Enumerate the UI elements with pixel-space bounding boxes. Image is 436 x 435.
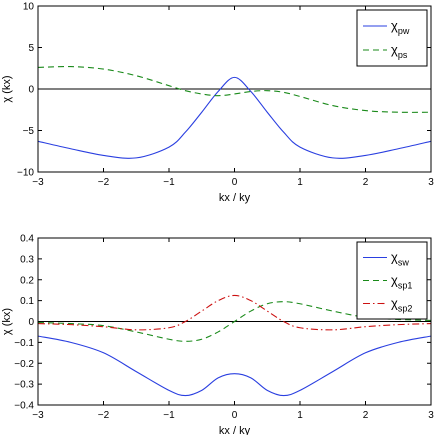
legend-label-sp2: χsp2 [391, 296, 412, 314]
x-tick-label: 1 [297, 177, 303, 188]
legend-label-subscript: sw [398, 258, 410, 268]
y-tick-label: 0 [28, 85, 34, 96]
legend-label-symbol: χ [391, 42, 398, 57]
legend-label-subscript: sp1 [398, 281, 413, 291]
x-tick-label: 3 [428, 410, 434, 421]
legend-label-sw: χsw [391, 250, 409, 268]
y-tick-label: 0.4 [20, 234, 34, 245]
x-axis-label: kx / ky [219, 425, 251, 435]
x-tick-label: 2 [363, 177, 369, 188]
y-tick-label: −5 [23, 126, 35, 137]
y-axis-label: χ (kx) [1, 75, 13, 102]
y-tick-label: 5 [28, 43, 34, 54]
legend-label-symbol: χ [391, 18, 398, 33]
x-tick-label: 2 [363, 410, 369, 421]
legend-label-symbol: χ [391, 296, 398, 311]
legend-label-subscript: ps [398, 50, 408, 60]
y-tick-label: −10 [17, 168, 34, 179]
x-axis-label: kx / ky [219, 192, 251, 204]
series-line-sp1 [38, 301, 431, 342]
x-tick-label: −3 [32, 410, 44, 421]
series-line-ps [38, 65, 431, 113]
x-tick-label: −3 [32, 177, 44, 188]
series-line-sp2 [38, 294, 431, 331]
x-tick-label: −2 [98, 177, 110, 188]
legend-label-pw: χpw [391, 18, 410, 36]
series-line-sw [38, 335, 431, 397]
y-tick-label: −0.3 [14, 380, 34, 391]
y-tick-label: −0.4 [14, 401, 34, 412]
legend-label-symbol: χ [391, 250, 398, 265]
legend-label-subscript: sp2 [398, 304, 413, 314]
legend-box [356, 9, 428, 67]
y-tick-label: −0.2 [14, 359, 34, 370]
y-tick-label: 0.3 [20, 254, 34, 265]
y-tick-label: 0.1 [20, 296, 34, 307]
x-tick-label: −2 [98, 410, 110, 421]
x-tick-label: 0 [232, 410, 238, 421]
x-tick-label: −1 [163, 177, 175, 188]
chart-panel-2: −3 −2 −1 0 1 2 3 0.4 0.3 0.2 0.1 0 −0.1 −0.2 −0.3 −0.4 k… [1, 234, 434, 435]
legend-label-symbol: χ [391, 273, 398, 288]
y-tick-label: −0.1 [14, 338, 34, 349]
x-tick-label: 0 [232, 177, 238, 188]
legend-label-subscript: pw [398, 26, 410, 36]
y-tick-label: 0 [28, 317, 34, 328]
series-line-pw [38, 76, 431, 159]
x-tick-label: 1 [297, 410, 303, 421]
legend-label-sp1: χsp1 [391, 273, 412, 291]
x-tick-label: 3 [428, 177, 434, 188]
y-tick-label: 0.2 [20, 275, 34, 286]
legend-label-ps: χps [391, 42, 408, 60]
y-tick-label: 10 [23, 2, 35, 13]
y-axis-label: χ (kx) [1, 308, 13, 335]
x-tick-label: −1 [163, 410, 175, 421]
